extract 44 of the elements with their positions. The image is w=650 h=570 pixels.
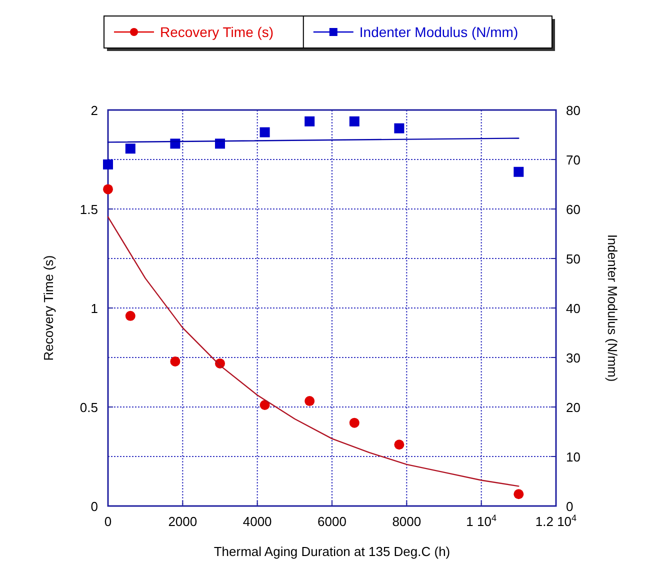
y-tick-label: 0 — [90, 499, 98, 514]
x-tick-label: 6000 — [318, 514, 346, 529]
y-tick-label: 1 — [90, 301, 98, 316]
point — [170, 138, 180, 149]
y2-tick-label: 50 — [566, 252, 580, 266]
point — [260, 400, 270, 410]
y2-tick-label: 20 — [566, 400, 580, 415]
point — [349, 116, 360, 126]
x-tick-label: 4000 — [242, 514, 272, 529]
point — [103, 159, 113, 170]
point — [170, 356, 180, 366]
y-tick-label: 2 — [90, 103, 98, 118]
x-tick-label: 0 — [104, 514, 112, 529]
y2-axis-title: Indenter Modulus (N/mm) — [605, 234, 620, 382]
legend-label: Recovery Time (s) — [160, 24, 274, 40]
point — [103, 184, 113, 194]
y2-tick-label: 30 — [566, 350, 580, 366]
point — [304, 116, 315, 126]
point — [394, 440, 404, 450]
legend-label: Indenter Modulus (N/mm) — [359, 24, 518, 40]
y2-tick-label: 60 — [566, 202, 580, 217]
x-tick-label: 8000 — [392, 514, 422, 529]
point — [304, 396, 315, 406]
line-series — [107, 216, 520, 487]
point — [514, 489, 524, 500]
x-tick-label: 1 10$^{4}$ — [466, 513, 497, 529]
y-axis-title: Recovery Time (s) — [41, 255, 56, 361]
point — [514, 166, 524, 177]
point — [215, 138, 225, 149]
point — [349, 418, 360, 428]
x-tick-label: 2000 — [168, 514, 198, 529]
y2-tick-label: 70 — [566, 152, 580, 168]
point — [125, 144, 136, 154]
y-tick-label: 0.5 — [80, 400, 98, 415]
y2-tick-label: 10 — [566, 450, 580, 464]
y2-tick-label: 40 — [566, 301, 580, 316]
y2-tick-label: 80 — [566, 103, 580, 118]
point — [394, 123, 404, 134]
point — [260, 127, 270, 138]
y2-tick-label: 0 — [566, 499, 574, 514]
point — [125, 310, 136, 321]
y-tick-label: 1.5 — [80, 202, 98, 217]
x-tick-label: 1.2 10$^{4}$ — [535, 513, 577, 529]
x-axis-title: Thermal Aging Duration at 135 Deg.C (h) — [214, 544, 450, 559]
